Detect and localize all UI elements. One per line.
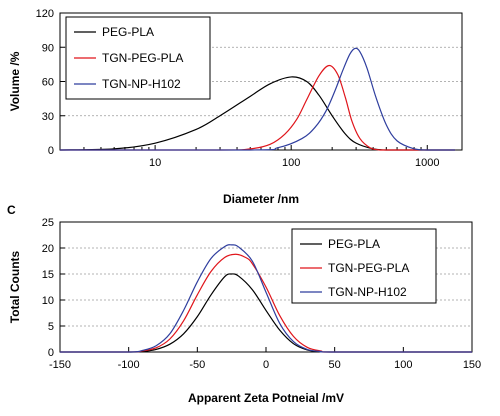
y-tick-label: 15: [42, 269, 54, 281]
x-axis-title: Diameter /nm: [223, 192, 299, 206]
y-tick-label: 25: [42, 217, 54, 229]
x-tick-label: 100: [282, 157, 300, 169]
y-tick-label: 120: [36, 8, 54, 20]
legend-box: [291, 228, 437, 304]
y-tick-label: 10: [42, 295, 54, 307]
y-tick-label: 0: [48, 347, 54, 359]
y-tick-label: 30: [42, 111, 54, 123]
x-tick-label: 100: [394, 359, 412, 371]
series-line-tgn-peg-pla: [59, 64, 456, 151]
series-line-tgn-np-h102: [59, 244, 472, 353]
x-tick-label: 10: [149, 157, 161, 169]
x-axis-title: Apparent Zeta Potneial /mV: [188, 391, 344, 405]
panel-letter: C: [7, 203, 16, 217]
series-line-tgn-peg-pla: [59, 253, 472, 353]
legend-label-tgn-np-h102: TGN-NP-H102: [328, 285, 407, 299]
diameter-panel: 10 100 1000 0 30 60 90 120 Diameter /nm Volume /%…: [8, 8, 463, 206]
series-line-tgn-np-h102: [59, 47, 456, 151]
y-tick-label: 90: [42, 42, 54, 54]
y-tick-label: 5: [48, 321, 54, 333]
y-axis-title: Volume /%: [8, 51, 22, 111]
y-tick-label: 20: [42, 243, 54, 255]
x-tick-label: 0: [263, 359, 269, 371]
legend-label-tgn-peg-pla: TGN-PEG-PLA: [328, 261, 409, 275]
zeta-panel: -150 -100 -50 0 50 100 150 0 5 10 15 20 25 Apparent Z…: [7, 203, 481, 405]
x-tick-label: -150: [49, 359, 71, 371]
y-tick-label: 60: [42, 77, 54, 89]
legend-label-tgn-np-h102: TGN-NP-H102: [102, 77, 181, 91]
x-tick-label: -50: [189, 359, 205, 371]
legend-label-peg-pla: PEG-PLA: [328, 237, 380, 251]
x-tick-label: -100: [118, 359, 140, 371]
legend-label-peg-pla: PEG-PLA: [102, 25, 154, 39]
legend-label-tgn-peg-pla: TGN-PEG-PLA: [102, 51, 183, 65]
y-axis-title: Total Counts: [8, 250, 22, 323]
x-tick-label: 50: [329, 359, 341, 371]
x-tick-label: 150: [463, 359, 481, 371]
y-tick-label: 0: [48, 145, 54, 157]
x-tick-label: 1000: [415, 157, 439, 169]
